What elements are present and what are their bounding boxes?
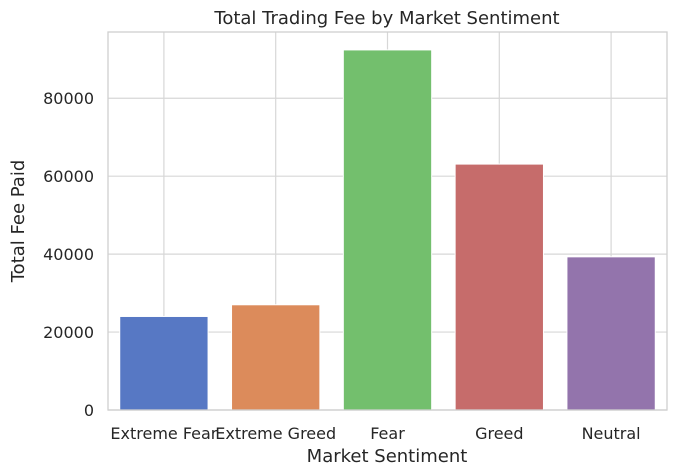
bar-neutral	[566, 256, 656, 411]
chart-title: Total Trading Fee by Market Sentiment	[213, 8, 559, 29]
plot-frame	[107, 31, 668, 411]
x-tick-label: Greed	[475, 424, 523, 443]
x-tick-label: Neutral	[582, 424, 641, 443]
y-axis-ticks: 0 20000 40000 60000 80000	[43, 89, 94, 420]
bar-greed	[454, 163, 544, 411]
y-tick-label: 40000	[43, 245, 94, 264]
bar-extreme-fear	[119, 315, 209, 411]
x-tick-label: Extreme Fear	[110, 424, 217, 443]
bar-extreme-greed	[231, 304, 321, 411]
y-tick-label: 80000	[43, 89, 94, 108]
x-tick-label: Fear	[370, 424, 405, 443]
y-tick-label: 60000	[43, 167, 94, 186]
y-tick-label: 20000	[43, 323, 94, 342]
x-tick-label: Extreme Greed	[215, 424, 336, 443]
bars-layer	[119, 49, 656, 411]
x-axis-label: Market Sentiment	[307, 446, 468, 467]
y-tick-label: 0	[84, 401, 94, 420]
y-axis-label: Total Fee Paid	[8, 160, 29, 284]
bar-fear	[342, 49, 433, 411]
